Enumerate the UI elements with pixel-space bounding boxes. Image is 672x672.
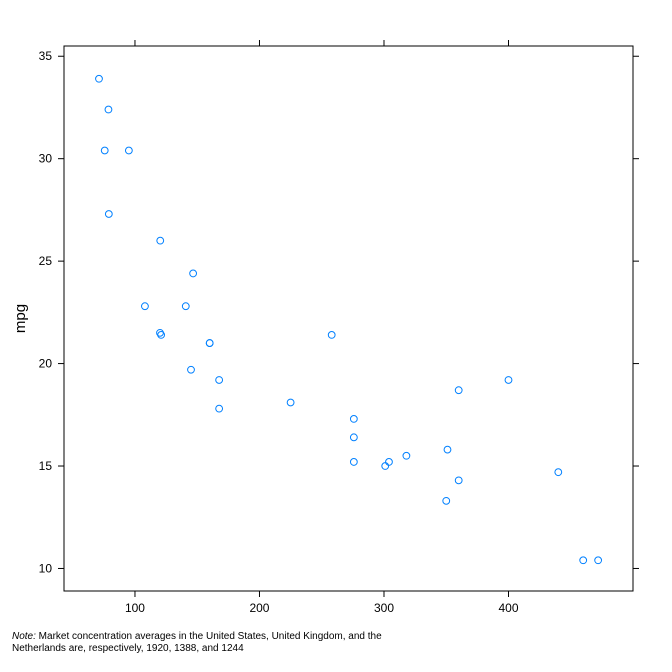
data-point-18	[349, 414, 358, 423]
data-point-0	[95, 74, 103, 83]
data-point-23	[402, 451, 411, 460]
data-point-27	[454, 386, 463, 395]
x-tick-label-1: 200	[249, 601, 269, 615]
x-tick-label-3: 400	[498, 601, 518, 615]
y-tick-label-5: 35	[39, 49, 53, 63]
data-point-31	[594, 556, 603, 565]
data-point-10	[157, 330, 166, 339]
data-point-17	[286, 398, 295, 407]
data-point-29	[554, 468, 563, 477]
data-point-7	[141, 302, 149, 311]
data-point-8	[181, 302, 190, 311]
note-label: Note:	[12, 631, 36, 642]
axes: 100 200 300 400 10 15 20 25 30 35	[39, 40, 639, 615]
plot-panel	[63, 45, 634, 592]
data-point-30	[579, 556, 588, 565]
data-point-6	[189, 269, 198, 278]
data-point-1	[104, 105, 113, 114]
data-point-19	[349, 433, 358, 442]
y-tick-label-2: 20	[39, 357, 53, 371]
y-tick-label-4: 30	[39, 152, 53, 166]
data-point-3	[124, 146, 133, 155]
data-point-4	[104, 210, 113, 218]
data-point-5	[156, 236, 165, 245]
data-point-20	[349, 458, 358, 466]
data-point-9	[156, 328, 164, 337]
data-point-25	[442, 496, 451, 505]
data-point-15	[215, 376, 224, 384]
chart-note: Note: Market concentration averages in t…	[12, 631, 432, 655]
data-points	[95, 74, 603, 565]
data-point-16	[215, 404, 224, 413]
data-point-21	[385, 458, 393, 466]
data-point-14	[187, 365, 195, 374]
y-tick-label-3: 25	[39, 254, 53, 268]
y-tick-label-1: 15	[39, 459, 53, 473]
y-tick-label-0: 10	[39, 561, 53, 575]
data-point-12	[205, 339, 214, 347]
data-point-28	[504, 376, 513, 384]
x-tick-label-0: 100	[125, 601, 145, 615]
x-tick-label-2: 300	[374, 601, 394, 615]
data-point-13	[327, 330, 336, 339]
note-text: Market concentration averages in the Uni…	[12, 631, 382, 654]
data-point-2	[100, 146, 109, 155]
data-point-24	[443, 445, 452, 454]
data-point-26	[454, 476, 463, 485]
y-axis-title: mpg	[12, 304, 29, 333]
data-point-22	[381, 462, 390, 470]
